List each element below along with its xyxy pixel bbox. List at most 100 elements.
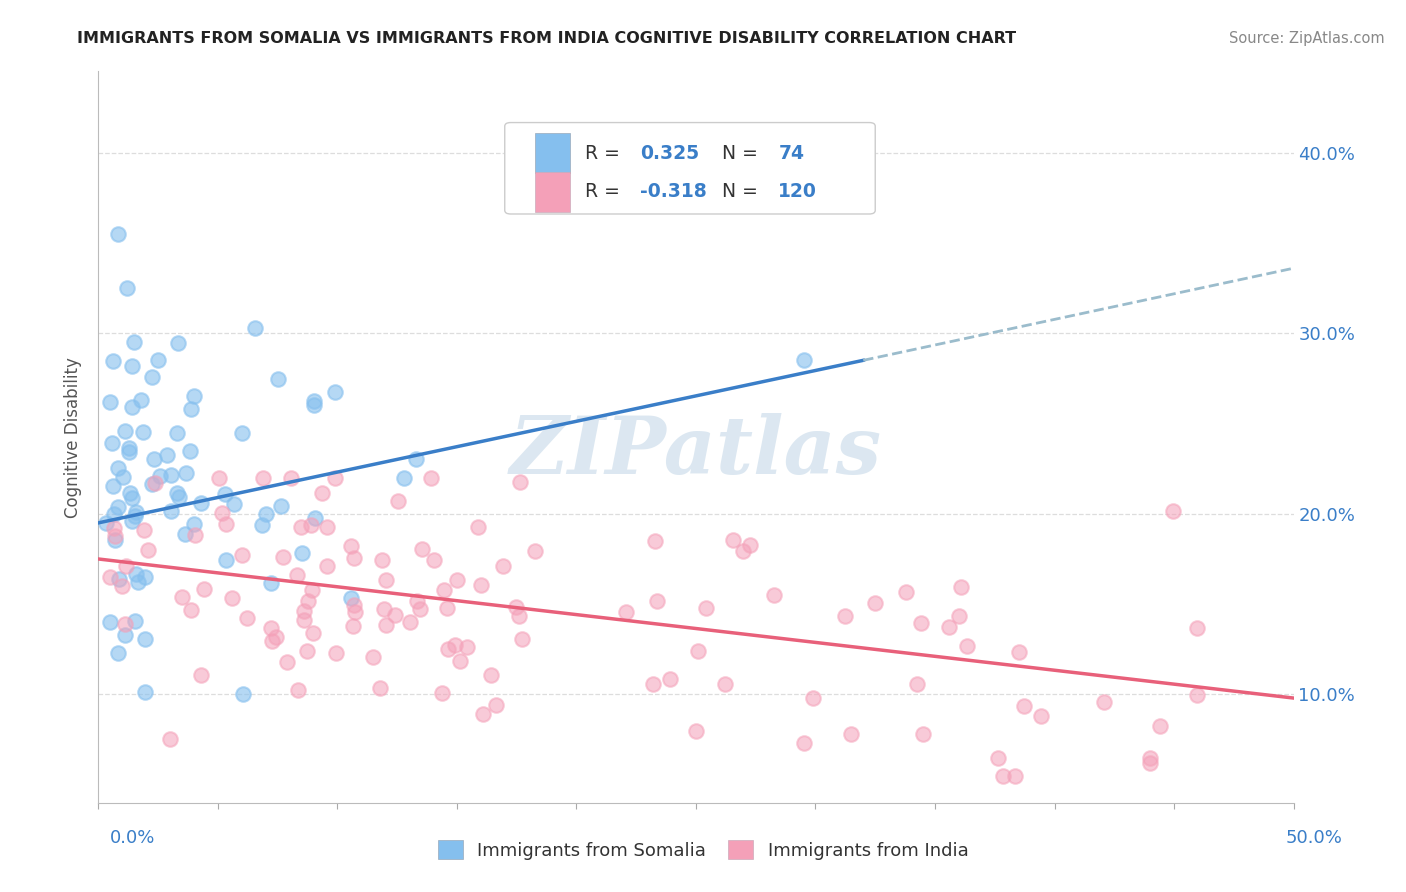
Point (793, 736, 815, 750)
Text: N =: N = (723, 182, 763, 202)
Point (180, 401, 202, 416)
Point (479, 668, 502, 682)
Point (523, 544, 546, 558)
Point (408, 602, 430, 616)
Point (297, 644, 319, 658)
Point (138, 543, 160, 558)
Point (125, 505, 148, 519)
Point (98, 615, 122, 630)
Point (179, 444, 201, 458)
Point (166, 485, 188, 500)
Text: -0.318: -0.318 (640, 182, 707, 202)
Point (430, 686, 453, 700)
Point (215, 516, 238, 531)
Point (1139, 750, 1161, 764)
Legend: Immigrants from Somalia, Immigrants from India: Immigrants from Somalia, Immigrants from… (430, 833, 976, 867)
Point (948, 609, 970, 624)
Point (1149, 719, 1171, 733)
Point (291, 546, 314, 560)
Point (375, 573, 398, 587)
Point (107, 460, 129, 475)
Point (505, 600, 527, 615)
Text: 120: 120 (779, 182, 817, 202)
Point (419, 471, 441, 485)
Point (287, 568, 309, 582)
Point (1185, 689, 1208, 703)
Point (267, 372, 290, 386)
Point (134, 632, 156, 647)
Point (121, 401, 143, 415)
Point (793, 353, 815, 368)
Point (405, 451, 427, 466)
Point (215, 552, 238, 566)
Point (271, 550, 294, 565)
Point (405, 594, 427, 608)
Point (101, 353, 124, 368)
Point (266, 630, 288, 644)
Point (361, 650, 384, 665)
Point (905, 676, 928, 690)
Point (231, 425, 253, 440)
FancyBboxPatch shape (534, 133, 571, 173)
Point (160, 504, 183, 518)
Point (1185, 622, 1208, 636)
Point (1161, 504, 1184, 518)
Point (449, 655, 471, 669)
Point (339, 591, 361, 606)
Point (101, 479, 124, 493)
Point (485, 698, 508, 712)
Point (107, 500, 129, 514)
Point (193, 582, 215, 596)
Point (834, 609, 856, 624)
Point (733, 544, 755, 558)
Point (145, 475, 167, 490)
Point (688, 644, 710, 658)
Point (104, 529, 127, 543)
Point (371, 553, 394, 567)
Point (714, 677, 737, 691)
Point (124, 335, 146, 350)
Point (311, 485, 333, 500)
Point (132, 425, 155, 440)
Point (287, 683, 309, 698)
Point (472, 707, 495, 722)
Point (645, 594, 668, 608)
Point (107, 227, 129, 241)
Point (190, 496, 212, 510)
Point (118, 442, 141, 456)
Point (128, 575, 150, 590)
Point (956, 639, 979, 653)
Point (236, 610, 259, 624)
Point (114, 617, 136, 632)
Point (143, 451, 166, 466)
Point (232, 688, 254, 702)
Point (1007, 645, 1029, 659)
Point (134, 524, 156, 538)
Point (107, 646, 129, 660)
Point (214, 486, 236, 500)
Point (456, 640, 478, 655)
Point (115, 281, 138, 295)
Point (292, 604, 315, 618)
Point (125, 567, 148, 582)
Point (949, 580, 972, 594)
FancyBboxPatch shape (534, 172, 571, 212)
Point (316, 559, 339, 574)
Point (721, 533, 744, 548)
Point (252, 471, 274, 485)
Point (302, 626, 325, 640)
Y-axis label: Cognitive Disability: Cognitive Disability (65, 357, 83, 517)
Point (1004, 769, 1026, 783)
Point (134, 685, 156, 699)
Point (509, 475, 531, 490)
Point (148, 353, 170, 368)
Point (299, 517, 322, 532)
Point (211, 507, 233, 521)
Text: 50.0%: 50.0% (1286, 829, 1343, 847)
Point (101, 436, 124, 450)
Point (738, 538, 761, 552)
Point (641, 677, 664, 691)
Point (375, 618, 398, 632)
Point (114, 628, 136, 642)
Point (141, 476, 163, 491)
